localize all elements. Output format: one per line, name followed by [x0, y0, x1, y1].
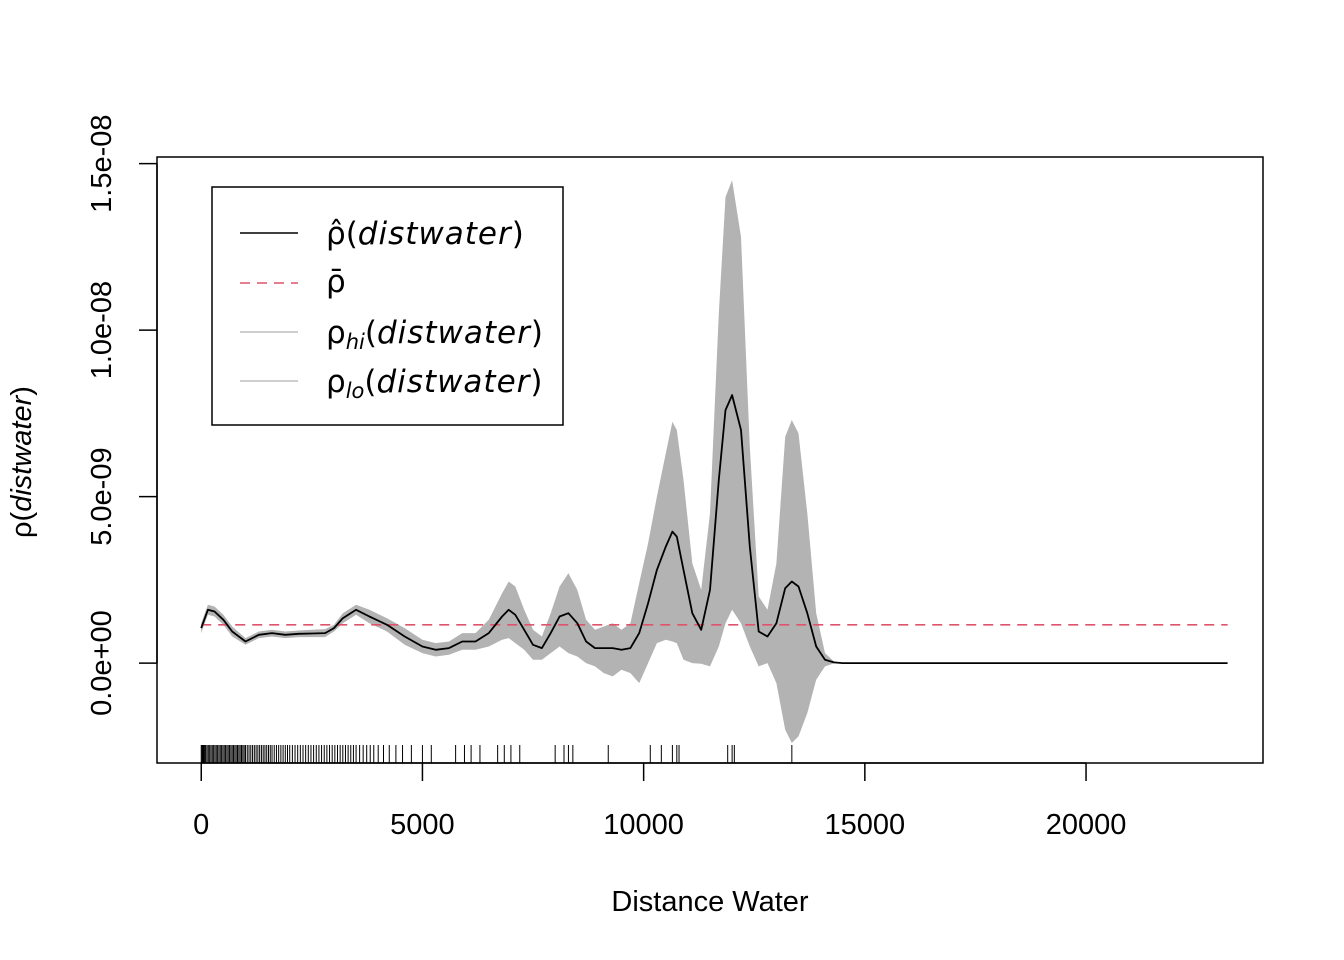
x-tick-label: 0	[193, 809, 209, 841]
legend-label-hi: ρhi(distwater)	[326, 315, 543, 354]
x-axis: 0 5000 10000 15000 20000	[193, 762, 1127, 841]
y-axis: 0.0e+00 5.0e-09 1.0e-08 1.5e-08	[86, 115, 158, 716]
y-tick-label: 0.0e+00	[86, 610, 118, 716]
x-tick-label: 15000	[825, 809, 906, 841]
y-tick-label: 1.5e-08	[86, 115, 118, 213]
x-tick-label: 5000	[390, 809, 455, 841]
y-tick-label: 1.0e-08	[86, 281, 118, 379]
legend-box	[211, 186, 564, 426]
legend-label-lo: ρlo(distwater)	[326, 364, 543, 403]
y-axis-title: ρ(distwater)	[6, 386, 38, 538]
x-tick-label: 10000	[603, 809, 684, 841]
legend-label-mean: ρ̄	[326, 264, 346, 300]
x-tick-label: 20000	[1046, 809, 1127, 841]
band-area	[201, 180, 1228, 744]
legend-label-estimate: ρ̂(distwater)	[326, 216, 524, 252]
estimate-line-layer	[200, 394, 1228, 664]
legend: ρ̂(distwater) ρ̄ ρhi(distwater) ρlo(dist…	[211, 186, 564, 426]
confidence-band	[201, 180, 1228, 744]
x-axis-title: Distance Water	[611, 886, 808, 918]
estimate-line	[200, 394, 1228, 664]
y-tick-label: 5.0e-09	[86, 447, 118, 545]
rug-marks	[200, 745, 793, 763]
